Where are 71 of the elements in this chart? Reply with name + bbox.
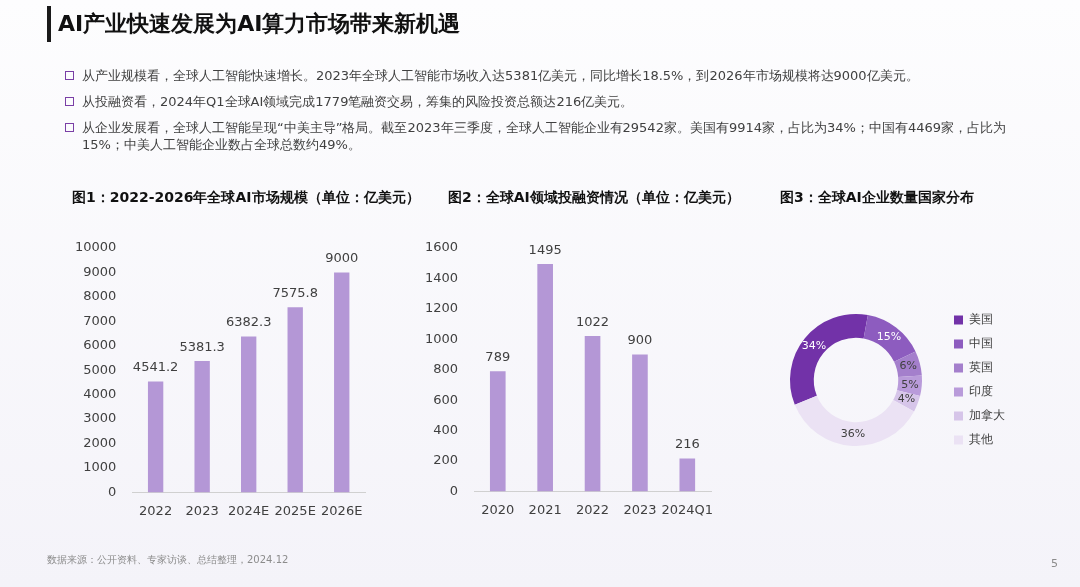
bar — [241, 336, 257, 493]
y-tick-label: 1600 — [424, 239, 459, 255]
y-tick-label: 7000 — [83, 312, 117, 328]
data-label: 900 — [627, 332, 653, 348]
legend-label: 加拿大 — [969, 408, 1005, 423]
y-tick-label: 2000 — [83, 434, 117, 450]
x-tick-label: 2024E — [228, 502, 270, 518]
data-label: 1495 — [528, 241, 562, 257]
y-tick-label: 3000 — [83, 410, 117, 426]
chart-title: 图3：全球AI企业数量国家分布 — [780, 189, 974, 207]
data-label: 9000 — [325, 250, 359, 266]
y-tick-label: 0 — [449, 482, 459, 498]
y-tick-label: 800 — [433, 361, 459, 377]
legend-label: 美国 — [969, 312, 993, 327]
data-label: 5381.3 — [179, 338, 225, 354]
bar — [334, 272, 350, 493]
y-tick-label: 600 — [433, 391, 459, 407]
x-tick-label: 2026E — [321, 502, 363, 518]
bar — [537, 263, 553, 492]
bar — [584, 335, 601, 492]
y-tick-label: 4000 — [83, 386, 117, 402]
bar — [287, 307, 303, 493]
x-tick-label: 2025E — [274, 502, 316, 518]
data-label: 1022 — [576, 313, 610, 329]
x-tick-label: 2023 — [185, 502, 219, 518]
legend-label: 印度 — [969, 384, 993, 399]
data-label: 6382.3 — [225, 314, 272, 330]
text: 从产业规模看，全球人工智能快速增长。2023年全球人工智能市场收入达5381亿美元，同比增长18.5%，到2026年市场规模将达9000亿美元。 — [82, 68, 919, 83]
y-tick-label: 6000 — [83, 337, 117, 353]
y-tick-label: 200 — [433, 452, 459, 468]
bar — [147, 381, 164, 493]
x-tick-label: 2024Q1 — [661, 501, 714, 517]
y-tick-label: 400 — [433, 421, 459, 437]
text: 从投融资看，2024年Q1全球AI领域完成1779笔融资交易，筹集的风险投资总额达216亿美元。 — [82, 94, 634, 109]
y-tick-label: 5000 — [83, 361, 117, 377]
x-tick-label: 2022 — [139, 502, 173, 518]
bar — [679, 458, 696, 492]
legend-label: 其他 — [969, 432, 993, 447]
data-label: 36% — [840, 426, 866, 440]
text: 5 — [1051, 557, 1058, 570]
y-tick-label: 1200 — [424, 300, 459, 316]
data-label: 216 — [674, 436, 700, 452]
chart-title: 图2：全球AI领域投融资情况（单位：亿美元） — [448, 189, 740, 207]
data-label: 4% — [897, 392, 916, 406]
bar — [632, 354, 648, 492]
source-note: 数据来源：公开资料、专家访谈、总结整理，2024.12 — [47, 553, 289, 567]
y-tick-label: 1000 — [424, 330, 459, 346]
chart-title: 图1：2022-2026年全球AI市场规模（单位：亿美元） — [72, 189, 420, 207]
x-tick-label: 2023 — [623, 501, 657, 517]
data-label: 4541.2 — [132, 359, 179, 375]
y-tick-label: 10000 — [75, 239, 117, 255]
y-tick-label: 1400 — [424, 269, 459, 285]
data-label: 6% — [899, 359, 918, 373]
data-label: 7575.8 — [272, 285, 318, 301]
data-label: 789 — [485, 349, 511, 365]
data-label: 34% — [801, 338, 827, 352]
legend-label: 中国 — [969, 336, 993, 351]
y-tick-label: 9000 — [83, 263, 117, 279]
x-tick-label: 2021 — [528, 501, 562, 517]
y-tick-label: 1000 — [83, 459, 117, 475]
text: AI产业快速发展为AI算力市场带来新机遇 — [58, 10, 461, 38]
y-tick-label: 8000 — [83, 288, 117, 304]
x-tick-label: 2020 — [481, 501, 515, 517]
y-tick-label: 0 — [108, 483, 117, 499]
data-label: 5% — [901, 377, 919, 391]
data-label: 15% — [876, 329, 902, 343]
bar — [194, 360, 210, 493]
legend-label: 英国 — [969, 360, 993, 375]
bar — [489, 371, 506, 492]
text: 从企业发展看，全球人工智能呈现“中美主导”格局。截至2023年三季度，全球人工智能企业有29542家。美国有9914家，占比为34%；中国有4469家，占比为15%；中美人工智能企业数占全球总数约49%。 — [82, 120, 1006, 152]
x-tick-label: 2022 — [576, 501, 610, 517]
